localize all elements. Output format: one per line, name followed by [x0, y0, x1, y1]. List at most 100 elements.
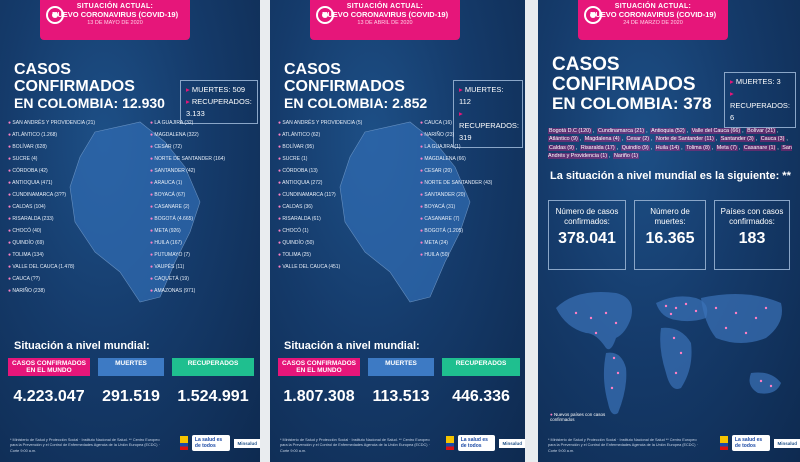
marker-dot-icon: ●	[278, 120, 283, 126]
department-label-text: BOGOTÁ (4.665)	[154, 216, 194, 222]
marker-dot-icon: ●	[278, 144, 283, 150]
department-tag: Valle del Cauca (66)	[690, 128, 742, 134]
box-title: CASOS CONFIRMADOS EN EL MUNDO	[8, 358, 90, 376]
department-label: ● AMAZONAS (971)	[150, 288, 195, 294]
case-dots	[574, 302, 773, 390]
department-tag: Caldas (9)	[548, 144, 575, 151]
marker-dot-icon: ●	[8, 180, 13, 186]
department-label: ● ARAUCA (1)	[150, 180, 182, 186]
department-label: ● VALLE DEL CAUCA (1.478)	[8, 264, 74, 270]
department-label-text: CAUCA (??)	[12, 276, 40, 282]
header-banner: SITUACIÓN ACTUAL: NUEVO CORONAVIRUS (COV…	[310, 0, 460, 40]
marker-dot-icon: ●	[278, 216, 283, 222]
wbox-value: 183	[738, 230, 766, 248]
box-value: 4.223.047	[13, 388, 85, 405]
marker-dot-icon: ●	[8, 192, 13, 198]
department-label-text: NARIÑO (238)	[12, 288, 45, 294]
department-label-text: ATLÁNTICO (62)	[282, 132, 321, 138]
marker-dot-icon: ●	[150, 276, 155, 282]
stats-box: ▸ MUERTES: 3 ▸ RECUPERADOS: 6	[724, 72, 796, 128]
world-map	[556, 292, 782, 415]
department-label: ● TOLIMA (134)	[8, 252, 44, 258]
department-label: ● BOYACÁ (31)	[420, 204, 455, 210]
department-label-text: VAUPÉS (11)	[154, 264, 185, 270]
department-label: ● NARIÑO (238)	[8, 288, 45, 294]
department-tag: Casanare (1)	[742, 144, 777, 151]
casos-title: CASOS CONFIRMADOS EN COLOMBIA: 378	[552, 54, 712, 113]
department-label: ● CAUCA (16)	[420, 120, 452, 126]
salud-logo: La salud es de todos	[457, 435, 496, 451]
box-title: MUERTES	[98, 358, 164, 376]
department-label: ● TOLIMA (25)	[278, 252, 311, 258]
muertes-text: MUERTES: 3	[735, 77, 781, 86]
world-deaths-box: MUERTES 113.513	[368, 358, 434, 420]
department-label-text: SAN ANDRÉS Y PROVIDENCIA (21)	[12, 120, 96, 126]
department-label: ● MAGDALENA (322)	[150, 132, 199, 138]
header-banner: SITUACIÓN ACTUAL: NUEVO CORONAVIRUS (COV…	[40, 0, 190, 40]
department-label-text: CAUCA (16)	[424, 120, 452, 126]
marker-dot-icon: ●	[8, 168, 13, 174]
marker-dot-icon: ●	[8, 252, 13, 258]
department-tag: Quindío (9)	[620, 144, 650, 151]
minsalud-logo: Minsalud	[774, 438, 800, 448]
marker-dot-icon: ●	[420, 192, 425, 198]
box-title: RECUPERADOS	[442, 358, 520, 376]
department-label-text: ANTIOQUIA (272)	[282, 180, 323, 186]
department-label: ● CÓRDOBA (42)	[8, 168, 48, 174]
department-label-text: CASANARE (7)	[424, 216, 460, 222]
marker-dot-icon: ●	[150, 192, 155, 198]
marker-dot-icon: ●	[150, 156, 155, 162]
tag-separator: ,	[738, 144, 742, 151]
marker-dot-icon: ●	[278, 264, 283, 270]
marker-dot-icon: ●	[150, 216, 155, 222]
footnote: * Ministerio de Salud y Protección Socia…	[10, 438, 160, 453]
marker-dot-icon: ●	[420, 144, 425, 150]
department-label-text: META (24)	[424, 240, 448, 246]
tag-separator: ,	[616, 144, 620, 151]
department-label: ● CASANARE (2)	[150, 204, 189, 210]
department-label-text: VALLE DEL CAUCA (451)	[282, 264, 341, 270]
department-label-text: HUILA (50)	[424, 252, 450, 258]
department-label: ● SUCRE (4)	[8, 156, 37, 162]
wbox-label: Número de muertes:	[650, 207, 690, 226]
department-tag: Huila (14)	[654, 144, 681, 151]
department-label-text: ANTIOQUIA (471)	[12, 180, 53, 186]
header-line1: SITUACIÓN ACTUAL:	[76, 3, 154, 10]
box-value: 1.807.308	[283, 388, 355, 405]
department-label: ● SANTANDER (20)	[420, 192, 465, 198]
marker-dot-icon: ●	[278, 204, 283, 210]
department-tag: Cundinamarca (21)	[596, 128, 646, 134]
marker-dot-icon: ●	[8, 276, 13, 282]
department-label-text: QUINDÍO (50)	[282, 240, 315, 246]
virus-icon	[316, 6, 334, 24]
world-recovered-box: RECUPERADOS 1.524.991	[172, 358, 254, 420]
marker-dot-icon: ●	[150, 120, 155, 126]
marker-dot-icon: ●	[8, 132, 13, 138]
department-label: ● ANTIOQUIA (471)	[8, 180, 52, 186]
tag-separator: ,	[609, 153, 613, 160]
department-label: ● CAUCA (??)	[8, 276, 40, 282]
world-countries-box: Países con casos confirmados: 183	[714, 200, 790, 270]
minsalud-logo: Minsalud	[234, 438, 260, 448]
infographic-panel-march: SITUACIÓN ACTUAL: NUEVO CORONAVIRUS (COV…	[538, 0, 800, 462]
department-label-text: PUTUMAYO (7)	[154, 252, 190, 258]
department-label-text: CESAR (72)	[154, 144, 182, 150]
department-label-text: SANTANDER (20)	[424, 192, 466, 198]
legend-dot-icon: ●	[550, 412, 554, 417]
logos: La salud es de todos Minsalud	[180, 435, 260, 451]
department-label-text: CÓRDOBA (42)	[12, 168, 48, 174]
department-label: ● BOLÍVAR (628)	[8, 144, 47, 150]
box-value: 291.519	[102, 388, 160, 405]
marker-dot-icon: ●	[8, 264, 13, 270]
department-label: ● SUCRE (1)	[278, 156, 307, 162]
department-label-text: AMAZONAS (971)	[154, 288, 196, 294]
header-banner: SITUACIÓN ACTUAL: NUEVO CORONAVIRUS (COV…	[578, 0, 728, 40]
department-label-text: LA GUAJIRA (1)	[424, 144, 461, 150]
wbox-value: 16.365	[645, 230, 695, 248]
department-label: ● MAGDALENA (66)	[420, 156, 466, 162]
marker-dot-icon: ●	[278, 240, 283, 246]
marker-dot-icon: ●	[150, 228, 155, 234]
department-label: ● BOLÍVAR (95)	[278, 144, 314, 150]
header-date: 24 DE MARZO DE 2020	[623, 20, 683, 26]
department-label-text: HUILA (167)	[154, 240, 182, 246]
